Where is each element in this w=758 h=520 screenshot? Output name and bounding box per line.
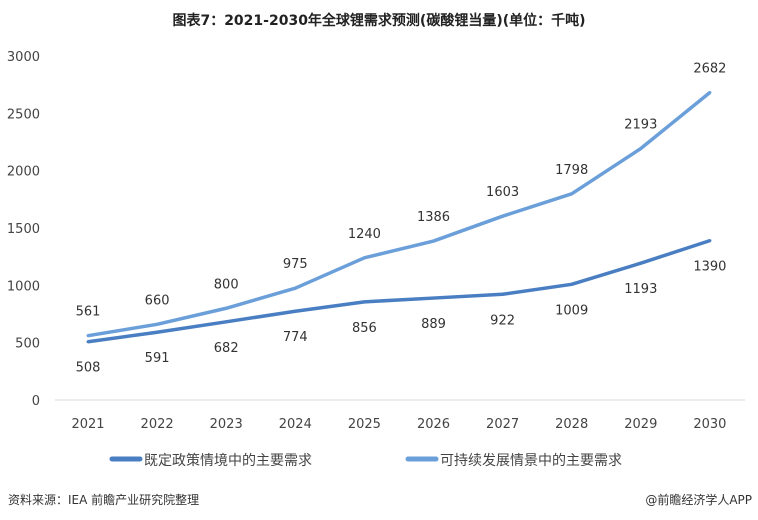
y-tick-label: 1500 xyxy=(7,222,40,237)
brand-watermark: @前瞻经济学人APP xyxy=(645,493,752,507)
data-point xyxy=(86,334,90,338)
legend-label: 既定政策情境中的主要需求 xyxy=(144,452,312,469)
data-label: 2193 xyxy=(624,118,657,133)
x-tick-label: 2026 xyxy=(417,417,450,432)
data-label: 1603 xyxy=(486,185,519,200)
data-point xyxy=(708,90,712,94)
data-label: 1798 xyxy=(555,163,588,178)
y-tick-label: 3000 xyxy=(7,50,40,65)
data-label: 774 xyxy=(283,330,308,345)
x-tick-label: 2027 xyxy=(486,417,519,432)
y-tick-label: 2500 xyxy=(7,107,40,122)
data-label: 2682 xyxy=(693,61,726,76)
data-point xyxy=(362,300,366,304)
data-label: 1193 xyxy=(624,282,657,297)
data-label: 856 xyxy=(352,321,377,336)
data-point xyxy=(639,261,643,265)
data-label: 800 xyxy=(214,277,239,292)
data-label: 660 xyxy=(145,293,170,308)
data-point xyxy=(362,256,366,260)
data-label: 889 xyxy=(421,317,446,332)
data-point xyxy=(639,147,643,151)
data-point xyxy=(708,239,712,243)
data-point xyxy=(224,320,228,324)
data-point xyxy=(570,282,574,286)
x-tick-label: 2030 xyxy=(693,417,726,432)
x-tick-label: 2022 xyxy=(141,417,174,432)
data-label: 508 xyxy=(76,361,101,376)
data-label: 975 xyxy=(283,257,308,272)
x-tick-label: 2029 xyxy=(624,417,657,432)
y-tick-label: 500 xyxy=(15,337,40,352)
data-point xyxy=(293,286,297,290)
series-line-1 xyxy=(87,238,711,344)
data-label: 682 xyxy=(214,341,239,356)
data-label: 1386 xyxy=(417,210,450,225)
x-tick-label: 2025 xyxy=(348,417,381,432)
data-point xyxy=(155,322,159,326)
y-tick-label: 1000 xyxy=(7,279,40,294)
x-tick-label: 2021 xyxy=(71,417,104,432)
y-tick-label: 0 xyxy=(32,394,40,409)
legend-label: 可持续发展情景中的主要需求 xyxy=(440,452,622,469)
data-point xyxy=(432,296,435,300)
data-point xyxy=(432,239,435,243)
x-tick-label: 2023 xyxy=(210,417,243,432)
x-tick-label: 2024 xyxy=(279,417,312,432)
data-label: 591 xyxy=(145,351,170,366)
data-point xyxy=(86,340,90,344)
data-point xyxy=(570,192,574,196)
y-tick-label: 2000 xyxy=(7,165,40,180)
data-point xyxy=(501,214,505,218)
data-point xyxy=(293,309,297,313)
chart-title: 图表7：2021-2030年全球锂需求预测(碳酸锂当量)(单位：千吨) xyxy=(172,13,586,29)
data-point xyxy=(501,292,505,296)
x-tick-label: 2028 xyxy=(555,417,588,432)
data-label: 561 xyxy=(76,305,101,320)
data-point xyxy=(155,330,159,334)
data-label: 1240 xyxy=(348,227,381,242)
source-note: 资料来源：IEA 前瞻产业研究院整理 xyxy=(8,493,200,507)
data-label: 1009 xyxy=(555,303,588,318)
data-label: 922 xyxy=(490,313,515,328)
data-point xyxy=(224,306,228,310)
series-line-2 xyxy=(87,91,712,338)
data-label: 1390 xyxy=(693,260,726,275)
